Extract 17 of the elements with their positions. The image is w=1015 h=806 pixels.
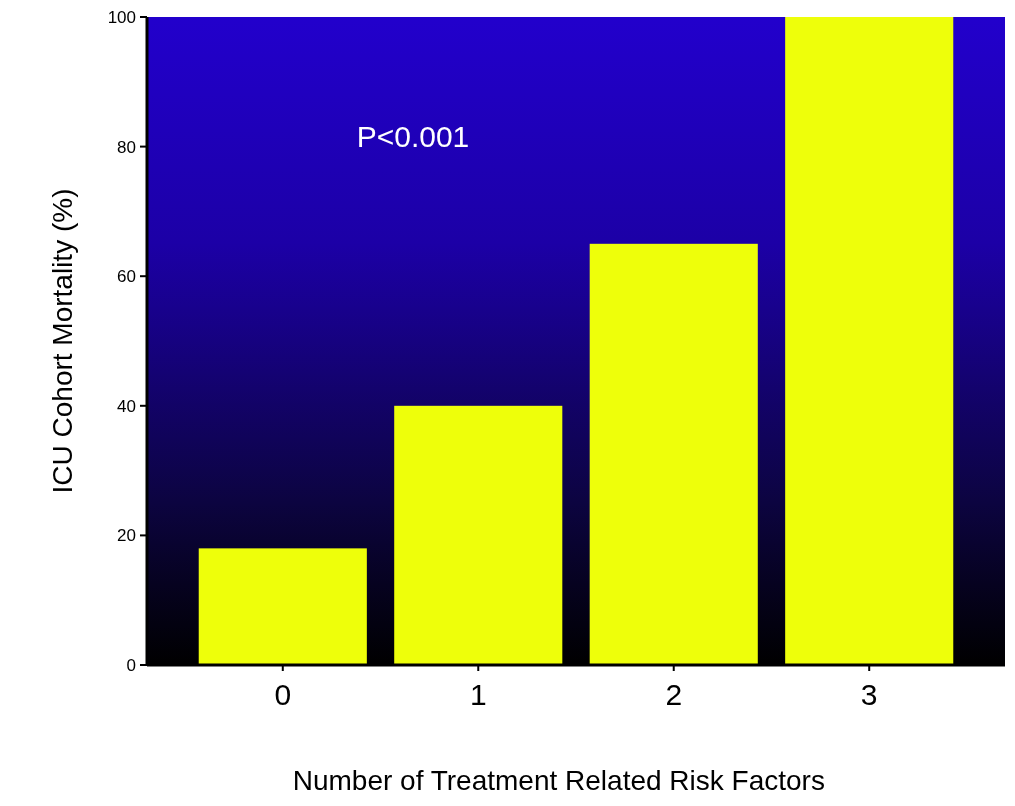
y-tick-label: 0 xyxy=(126,655,136,675)
bar xyxy=(785,17,954,665)
bar xyxy=(198,548,367,665)
x-tick-label: 1 xyxy=(469,678,487,711)
x-axis-title: Number of Treatment Related Risk Factors xyxy=(292,765,825,796)
y-tick-label: 40 xyxy=(117,396,136,416)
y-tick-label: 100 xyxy=(107,7,136,27)
bar xyxy=(394,405,563,665)
bar xyxy=(589,243,758,665)
y-tick-label: 60 xyxy=(117,267,136,287)
x-tick-label: 0 xyxy=(274,678,292,711)
x-tick-label: 3 xyxy=(860,678,878,711)
y-axis-title: ICU Cohort Mortality (%) xyxy=(47,188,78,494)
y-tick-label: 20 xyxy=(117,526,136,546)
annotation: P<0.001 xyxy=(356,119,470,153)
x-tick-label: 2 xyxy=(665,678,683,711)
y-tick-label: 80 xyxy=(117,137,136,157)
